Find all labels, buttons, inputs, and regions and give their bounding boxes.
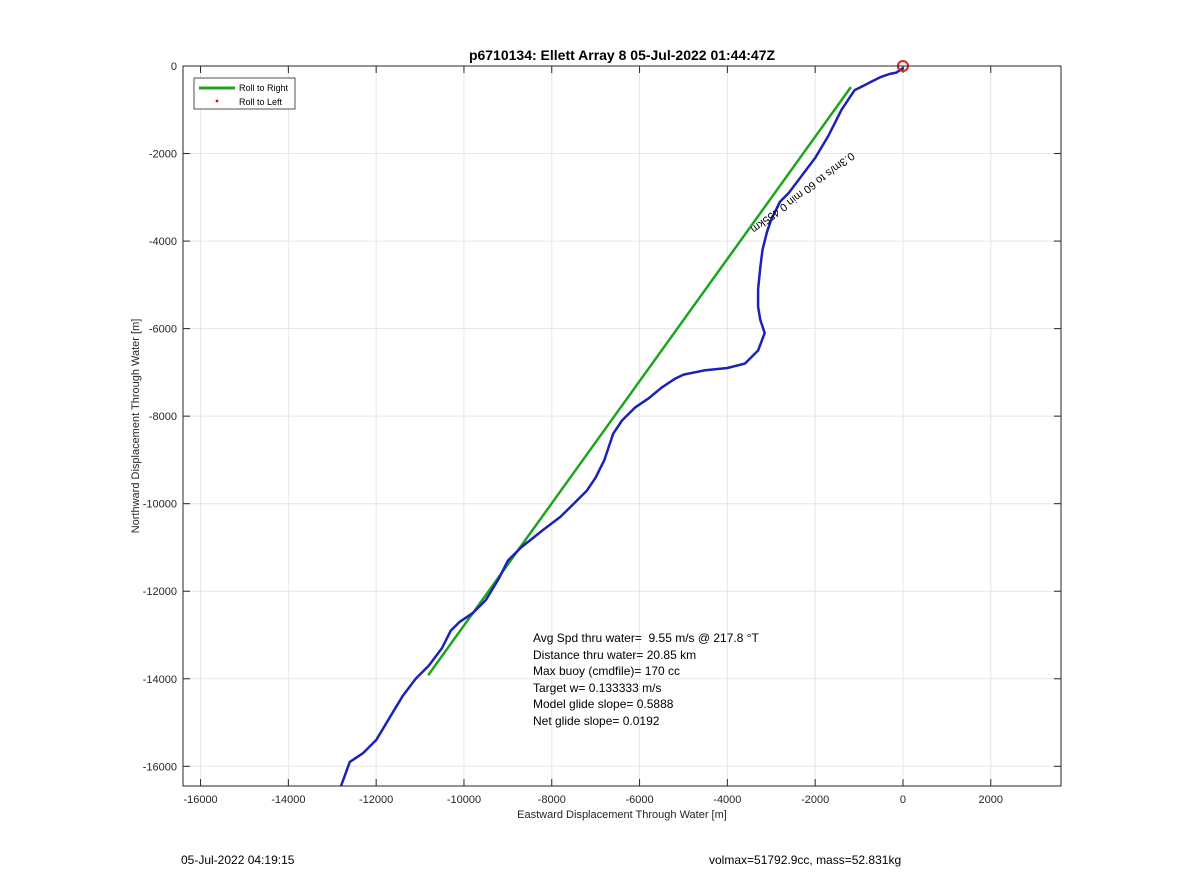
y-tick-label: -2000 (149, 149, 177, 161)
y-axis-label: Northward Displacement Through Water [m] (130, 319, 142, 534)
footer-timestamp: 05-Jul-2022 04:19:15 (181, 853, 295, 867)
y-tick-label: -6000 (149, 324, 177, 336)
x-tick-label: -8000 (538, 794, 566, 806)
footer-volmax-mass: volmax=51792.9cc, mass=52.831kg (709, 853, 901, 867)
legend: Roll to Right Roll to Left (193, 77, 296, 110)
x-tick-label: -12000 (359, 794, 393, 806)
x-tick-label: 0 (900, 794, 906, 806)
stats-line-distance: Distance thru water= 20.85 km (533, 648, 696, 662)
stats-line-max-buoy: Max buoy (cmdfile)= 170 cc (533, 664, 680, 678)
x-axis-label: Eastward Displacement Through Water [m] (517, 809, 727, 821)
series-layer (339, 66, 905, 786)
x-tick-label: -10000 (447, 794, 481, 806)
legend-label-roll-right: Roll to Right (239, 83, 289, 93)
x-tick-label: -16000 (183, 794, 217, 806)
stats-annotation: Avg Spd thru water= 9.55 m/s @ 217.8 °T … (533, 631, 760, 728)
legend-box (193, 77, 296, 110)
legend-swatch-roll-left (215, 99, 219, 103)
y-tick-label: -8000 (149, 411, 177, 423)
y-tick-label: -10000 (143, 499, 177, 511)
x-tick-label: -14000 (271, 794, 305, 806)
legend-label-roll-left: Roll to Left (239, 97, 283, 107)
y-tick-label: -12000 (143, 586, 177, 598)
stats-line-target-w: Target w= 0.133333 m/s (533, 681, 661, 695)
y-tick-label: -16000 (143, 761, 177, 773)
x-tick-label: -6000 (625, 794, 653, 806)
stats-line-model-glide: Model glide slope= 0.5888 (533, 697, 674, 711)
tick-labels: -16000 -14000 -12000 -10000 -8000 -6000 -4000 -… (143, 61, 1003, 806)
plot-area (183, 66, 1061, 786)
axis-ticks (183, 65, 1061, 786)
series-glider-track-line (339, 66, 905, 786)
stats-line-net-glide: Net glide slope= 0.0192 (533, 714, 660, 728)
x-tick-label: -4000 (713, 794, 741, 806)
y-tick-label: 0 (171, 61, 177, 73)
stats-line-avg-speed: Avg Spd thru water= 9.55 m/s @ 217.8 °T (533, 631, 760, 645)
plot-box (182, 65, 1062, 787)
x-tick-label: -2000 (801, 794, 829, 806)
x-tick-label: 2000 (979, 794, 1003, 806)
y-tick-label: -4000 (149, 236, 177, 248)
y-tick-label: -14000 (143, 674, 177, 686)
chart-title: p6710134: Ellett Array 8 05-Jul-2022 01:… (469, 47, 776, 63)
